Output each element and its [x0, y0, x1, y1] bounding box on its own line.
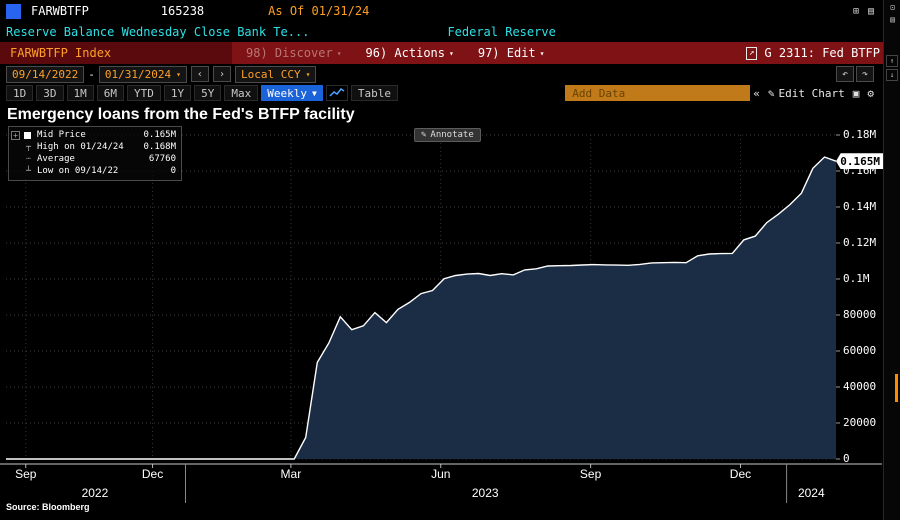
redo-button[interactable]: ↷	[855, 66, 874, 82]
windows-icon[interactable]: ▤	[867, 5, 874, 17]
period-tab-1d[interactable]: 1D	[6, 85, 34, 101]
legend-label: Average	[37, 154, 75, 164]
chevron-down-icon: ▾	[336, 48, 342, 58]
chevron-down-icon: ▾	[539, 48, 545, 58]
as-of-date: As Of 01/31/24	[268, 4, 370, 18]
legend-marker-high-icon: ┬	[26, 142, 31, 151]
legend-row: ┴ Low on 09/14/22 0	[11, 165, 176, 177]
pencil-icon: ✎	[767, 86, 775, 100]
legend-row: + Mid Price 0.165M	[11, 129, 176, 141]
gear-icon[interactable]: ⚙	[867, 86, 874, 100]
export-icon[interactable]: ↗	[745, 46, 758, 60]
period-tab-ytd[interactable]: YTD	[127, 85, 161, 101]
calendar-dropdown-icon: ▾	[176, 69, 181, 79]
date-range-bar: 09/14/2022 - 01/31/2024 ▾ ‹ › Local CCY …	[0, 64, 900, 84]
legend-marker-low-icon: ┴	[26, 166, 31, 175]
top-command-bar: FARWBTFP 165238 As Of 01/31/24 ⊞ ▤	[0, 0, 900, 22]
chevron-down-icon: ▾	[305, 69, 311, 79]
chart-legend: + Mid Price 0.165M ┬ High on 01/24/24 0.…	[8, 126, 182, 181]
add-data-input[interactable]: Add Data	[565, 85, 751, 101]
security-input[interactable]: FARWBTFP Index	[0, 42, 232, 64]
date-range-separator: -	[88, 67, 95, 81]
security-description-bar: Reserve Balance Wednesday Close Bank Te.…	[0, 22, 900, 42]
legend-row: ┬ High on 01/24/24 0.168M	[11, 141, 176, 153]
period-tab-6m[interactable]: 6M	[96, 85, 124, 101]
undo-button[interactable]: ↶	[835, 66, 854, 82]
period-tab-5y[interactable]: 5Y	[194, 85, 222, 101]
legend-marker-mid-icon	[24, 131, 31, 139]
legend-label: High on 01/24/24	[37, 142, 124, 152]
terminal-logo-icon	[6, 3, 21, 19]
currency-dropdown[interactable]: Local CCY ▾	[234, 65, 317, 83]
scroll-down-icon[interactable]: ↓	[886, 69, 898, 81]
period-tab-3d[interactable]: 3D	[36, 85, 64, 101]
chart-area: Emergency loans from the Fed's BTFP faci…	[0, 102, 900, 520]
legend-value: 0.165M	[143, 130, 176, 140]
prev-period-button[interactable]: ‹	[190, 66, 209, 82]
edit-chart-button[interactable]: ✎ Edit Chart	[767, 86, 845, 100]
period-tab-1y[interactable]: 1Y	[163, 85, 192, 101]
chart-options-icon[interactable]: ▣	[852, 86, 860, 100]
table-button[interactable]: Table	[350, 85, 398, 101]
legend-value: 0	[170, 166, 176, 176]
scroll-up-icon[interactable]: ↑	[886, 55, 898, 67]
function-toolbar: FARWBTFP Index 98) Discover ▾ 96) Action…	[0, 42, 900, 64]
legend-label: Mid Price	[37, 130, 86, 140]
last-value-text: 165238	[160, 4, 205, 18]
legend-value: 67760	[148, 154, 176, 164]
chart-id-label: G 2311: Fed BTFP	[764, 46, 880, 60]
period-tab-max[interactable]: Max	[224, 85, 259, 101]
legend-label: Low on 09/14/22	[37, 166, 119, 176]
annotate-button[interactable]: ✎ Annotate	[414, 128, 481, 142]
chart-title: Emergency loans from the Fed's BTFP faci…	[7, 106, 355, 123]
chevron-down-icon: ▼	[312, 88, 317, 98]
source-attribution: Source: Bloomberg	[6, 502, 90, 512]
legend-marker-average-icon: ┄	[26, 154, 31, 163]
legend-row: ┄ Average 67760	[11, 153, 176, 165]
grid-apps-icon[interactable]: ⊞	[852, 5, 859, 17]
panel-icon[interactable]: ⊡	[890, 3, 895, 12]
pencil-icon: ✎	[421, 130, 427, 140]
edit-menu[interactable]: 97) Edit ▾	[477, 46, 545, 60]
chart-controls-bar: 1D 3D 1M 6M YTD 1Y 5Y Max Weekly ▼ Table…	[0, 84, 900, 102]
chevron-down-icon: ▾	[449, 48, 454, 58]
collapse-chevrons-icon[interactable]: «	[753, 86, 760, 100]
expand-icon[interactable]: +	[11, 130, 20, 140]
period-tab-1m[interactable]: 1M	[66, 85, 94, 101]
discover-dropdown[interactable]: 98) Discover ▾	[246, 46, 342, 60]
legend-value: 0.168M	[143, 142, 176, 152]
ticker-text: FARWBTFP	[31, 4, 89, 18]
right-rail: ⊡ ▤ ↑ ↓	[883, 0, 900, 520]
panel-list-icon[interactable]: ▤	[890, 15, 895, 24]
start-date-input[interactable]: 09/14/2022	[6, 65, 85, 83]
next-period-button[interactable]: ›	[212, 66, 231, 82]
frequency-dropdown[interactable]: Weekly ▼	[261, 85, 323, 101]
scroll-position-marker	[895, 374, 898, 402]
line-chart-icon[interactable]	[325, 85, 348, 101]
data-source-name: Federal Reserve	[447, 25, 556, 39]
security-description[interactable]: Reserve Balance Wednesday Close Bank Te.…	[6, 25, 310, 39]
last-price-label: 0.165M	[836, 153, 883, 170]
end-date-input[interactable]: 01/31/2024 ▾	[98, 65, 187, 83]
actions-menu[interactable]: 96) Actions ▾	[365, 46, 454, 60]
